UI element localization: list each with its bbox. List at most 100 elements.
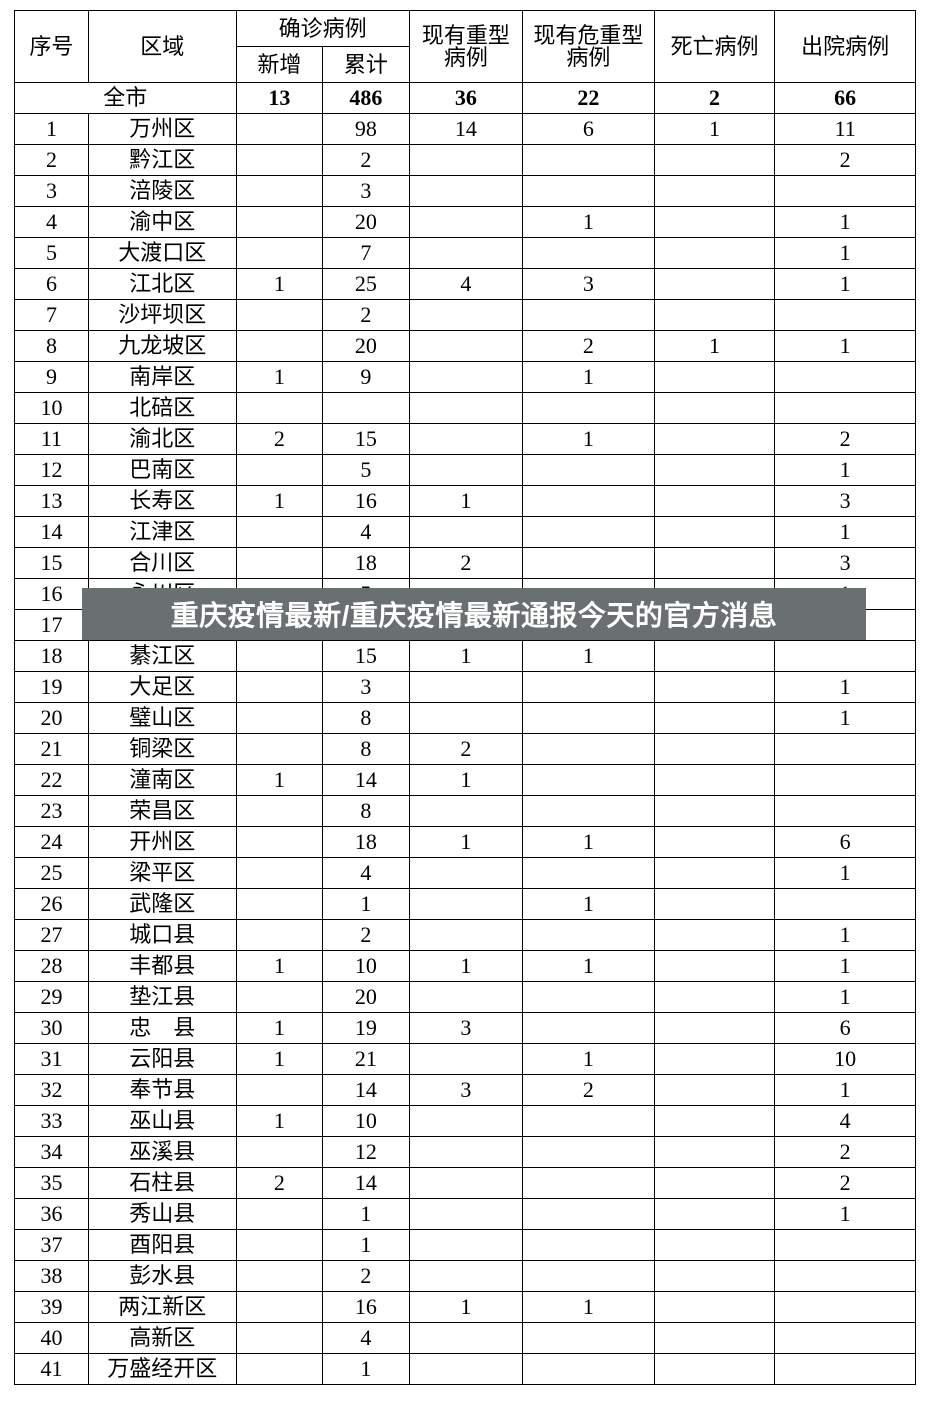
cell-crit (523, 238, 655, 269)
total-deaths: 2 (654, 83, 775, 114)
cell-new (236, 1230, 322, 1261)
cell-sev (409, 238, 523, 269)
th-cumulative: 累计 (323, 47, 409, 83)
table-row: 29垫江县201 (15, 982, 916, 1013)
table-row: 7沙坪坝区2 (15, 300, 916, 331)
cell-death (654, 548, 775, 579)
cell-sev: 3 (409, 1075, 523, 1106)
cell-sev (409, 1106, 523, 1137)
cell-cum: 15 (323, 424, 409, 455)
cell-new (236, 1292, 322, 1323)
table-row: 25梁平区41 (15, 858, 916, 889)
cell-crit (523, 920, 655, 951)
th-new: 新增 (236, 47, 322, 83)
cell-disc: 6 (775, 827, 916, 858)
cell-sev (409, 1168, 523, 1199)
cell-region: 万盛经开区 (88, 1354, 236, 1385)
table-row: 40高新区4 (15, 1323, 916, 1354)
cell-cum: 19 (323, 1013, 409, 1044)
cell-region: 梁平区 (88, 858, 236, 889)
cell-disc: 1 (775, 331, 916, 362)
th-critical: 现有危重型病例 (523, 11, 655, 83)
cell-crit (523, 548, 655, 579)
cell-crit (523, 858, 655, 889)
cell-region: 垫江县 (88, 982, 236, 1013)
cell-crit: 1 (523, 1292, 655, 1323)
cell-death (654, 827, 775, 858)
cell-region: 武隆区 (88, 889, 236, 920)
cell-new (236, 145, 322, 176)
table-row: 30忠 县11936 (15, 1013, 916, 1044)
cell-idx: 22 (15, 765, 89, 796)
cell-idx: 16 (15, 579, 89, 610)
cell-death (654, 858, 775, 889)
cell-cum: 7 (323, 238, 409, 269)
cell-new (236, 827, 322, 858)
cell-disc: 1 (775, 858, 916, 889)
cell-cum: 3 (323, 176, 409, 207)
table-row: 21铜梁区82 (15, 734, 916, 765)
cell-disc (775, 1354, 916, 1385)
cell-region: 大足区 (88, 672, 236, 703)
table-row: 28丰都县110111 (15, 951, 916, 982)
cell-new (236, 393, 322, 424)
cell-idx: 30 (15, 1013, 89, 1044)
cell-death (654, 424, 775, 455)
table-row: 24开州区18116 (15, 827, 916, 858)
cell-disc: 1 (775, 920, 916, 951)
table-row: 13长寿区11613 (15, 486, 916, 517)
cell-death (654, 207, 775, 238)
cell-disc: 6 (775, 1013, 916, 1044)
cell-new: 1 (236, 1044, 322, 1075)
cell-death (654, 1261, 775, 1292)
cell-region: 九龙坡区 (88, 331, 236, 362)
cell-disc (775, 889, 916, 920)
cell-cum: 4 (323, 1323, 409, 1354)
cell-sev (409, 362, 523, 393)
cell-crit: 1 (523, 951, 655, 982)
cell-idx: 12 (15, 455, 89, 486)
th-discharged: 出院病例 (775, 11, 916, 83)
cell-region: 巴南区 (88, 455, 236, 486)
cell-new (236, 796, 322, 827)
cell-cum: 14 (323, 765, 409, 796)
cell-region: 北碚区 (88, 393, 236, 424)
cell-region: 荣昌区 (88, 796, 236, 827)
cell-cum: 12 (323, 1137, 409, 1168)
cell-new: 2 (236, 424, 322, 455)
cell-sev (409, 517, 523, 548)
cell-crit (523, 455, 655, 486)
overlay-banner: 重庆疫情最新/重庆疫情最新通报今天的官方消息 (82, 588, 866, 640)
cell-sev (409, 672, 523, 703)
cell-region: 潼南区 (88, 765, 236, 796)
cell-sev (409, 1137, 523, 1168)
cell-death (654, 517, 775, 548)
cell-cum: 20 (323, 982, 409, 1013)
table-row: 32奉节县14321 (15, 1075, 916, 1106)
cell-cum: 2 (323, 1261, 409, 1292)
cell-death (654, 393, 775, 424)
cell-sev: 3 (409, 1013, 523, 1044)
cell-cum: 5 (323, 455, 409, 486)
cell-disc (775, 1323, 916, 1354)
cell-region: 彭水县 (88, 1261, 236, 1292)
cell-cum: 9 (323, 362, 409, 393)
cell-idx: 7 (15, 300, 89, 331)
cell-crit: 6 (523, 114, 655, 145)
table-row: 35石柱县2142 (15, 1168, 916, 1199)
table-row: 27城口县21 (15, 920, 916, 951)
cell-idx: 8 (15, 331, 89, 362)
table-row: 12巴南区51 (15, 455, 916, 486)
table-row: 23荣昌区8 (15, 796, 916, 827)
cell-sev: 1 (409, 827, 523, 858)
cell-crit (523, 1106, 655, 1137)
cell-crit: 1 (523, 207, 655, 238)
cell-cum: 21 (323, 1044, 409, 1075)
cell-idx: 26 (15, 889, 89, 920)
cell-disc (775, 300, 916, 331)
cell-idx: 2 (15, 145, 89, 176)
cell-death (654, 1354, 775, 1385)
cell-new (236, 1075, 322, 1106)
table-row: 14江津区41 (15, 517, 916, 548)
cell-disc (775, 1261, 916, 1292)
